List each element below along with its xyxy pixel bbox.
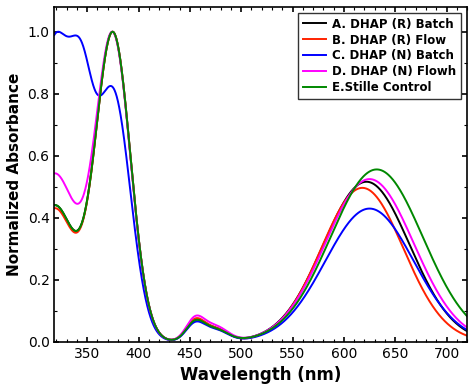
- Line: B. DHAP (R) Flow: B. DHAP (R) Flow: [55, 32, 467, 340]
- Line: C. DHAP (N) Batch: C. DHAP (N) Batch: [55, 32, 467, 340]
- C. DHAP (N) Batch: [453, 319, 458, 324]
- E.Stille Control: [453, 299, 458, 303]
- E.Stille Control: [169, 337, 174, 342]
- B. DHAP (R) Flow: [73, 230, 78, 235]
- B. DHAP (R) Flow: [242, 336, 247, 341]
- C. DHAP (N) Batch: [377, 210, 383, 214]
- A. DHAP (R) Batch: [464, 329, 470, 334]
- A. DHAP (R) Batch: [242, 335, 247, 340]
- E.Stille Control: [377, 167, 383, 172]
- A. DHAP (R) Batch: [169, 337, 174, 342]
- D. DHAP (N) Flowh: [453, 315, 458, 319]
- B. DHAP (R) Flow: [464, 334, 470, 338]
- D. DHAP (N) Flowh: [253, 334, 258, 338]
- B. DHAP (R) Flow: [377, 199, 383, 203]
- D. DHAP (N) Flowh: [242, 335, 247, 340]
- A. DHAP (R) Batch: [52, 203, 57, 208]
- A. DHAP (R) Batch: [453, 320, 458, 325]
- B. DHAP (R) Flow: [453, 327, 458, 332]
- C. DHAP (N) Batch: [55, 29, 61, 34]
- D. DHAP (N) Flowh: [109, 29, 115, 34]
- B. DHAP (R) Flow: [453, 328, 458, 332]
- E.Stille Control: [73, 229, 78, 233]
- B. DHAP (R) Flow: [52, 206, 57, 211]
- E.Stille Control: [242, 336, 247, 341]
- Line: E.Stille Control: E.Stille Control: [55, 32, 467, 340]
- C. DHAP (N) Batch: [453, 319, 458, 324]
- C. DHAP (N) Batch: [168, 338, 174, 343]
- D. DHAP (N) Flowh: [464, 325, 470, 330]
- A. DHAP (R) Batch: [110, 29, 116, 34]
- A. DHAP (R) Batch: [453, 320, 458, 325]
- A. DHAP (R) Batch: [253, 334, 258, 338]
- Line: D. DHAP (N) Flowh: D. DHAP (N) Flowh: [55, 32, 467, 340]
- E.Stille Control: [453, 299, 458, 304]
- B. DHAP (R) Flow: [169, 337, 174, 342]
- D. DHAP (N) Flowh: [453, 315, 458, 319]
- Legend: A. DHAP (R) Batch, B. DHAP (R) Flow, C. DHAP (N) Batch, D. DHAP (N) Flowh, E.Sti: A. DHAP (R) Batch, B. DHAP (R) Flow, C. …: [298, 13, 461, 99]
- C. DHAP (N) Batch: [73, 33, 79, 38]
- C. DHAP (N) Batch: [52, 32, 57, 37]
- D. DHAP (N) Flowh: [377, 181, 383, 186]
- A. DHAP (R) Batch: [73, 229, 78, 233]
- D. DHAP (N) Flowh: [168, 337, 174, 342]
- E.Stille Control: [110, 29, 116, 34]
- C. DHAP (N) Batch: [464, 328, 470, 332]
- A. DHAP (R) Batch: [377, 187, 383, 192]
- D. DHAP (N) Flowh: [73, 201, 78, 205]
- B. DHAP (R) Flow: [110, 29, 116, 34]
- D. DHAP (N) Flowh: [52, 171, 57, 176]
- B. DHAP (R) Flow: [253, 334, 258, 339]
- E.Stille Control: [253, 334, 258, 339]
- X-axis label: Wavelength (nm): Wavelength (nm): [180, 366, 341, 384]
- C. DHAP (N) Batch: [242, 336, 247, 341]
- Y-axis label: Normalized Absorbance: Normalized Absorbance: [7, 73, 22, 276]
- E.Stille Control: [464, 314, 470, 319]
- E.Stille Control: [52, 203, 57, 208]
- C. DHAP (N) Batch: [253, 335, 258, 339]
- Line: A. DHAP (R) Batch: A. DHAP (R) Batch: [55, 32, 467, 340]
